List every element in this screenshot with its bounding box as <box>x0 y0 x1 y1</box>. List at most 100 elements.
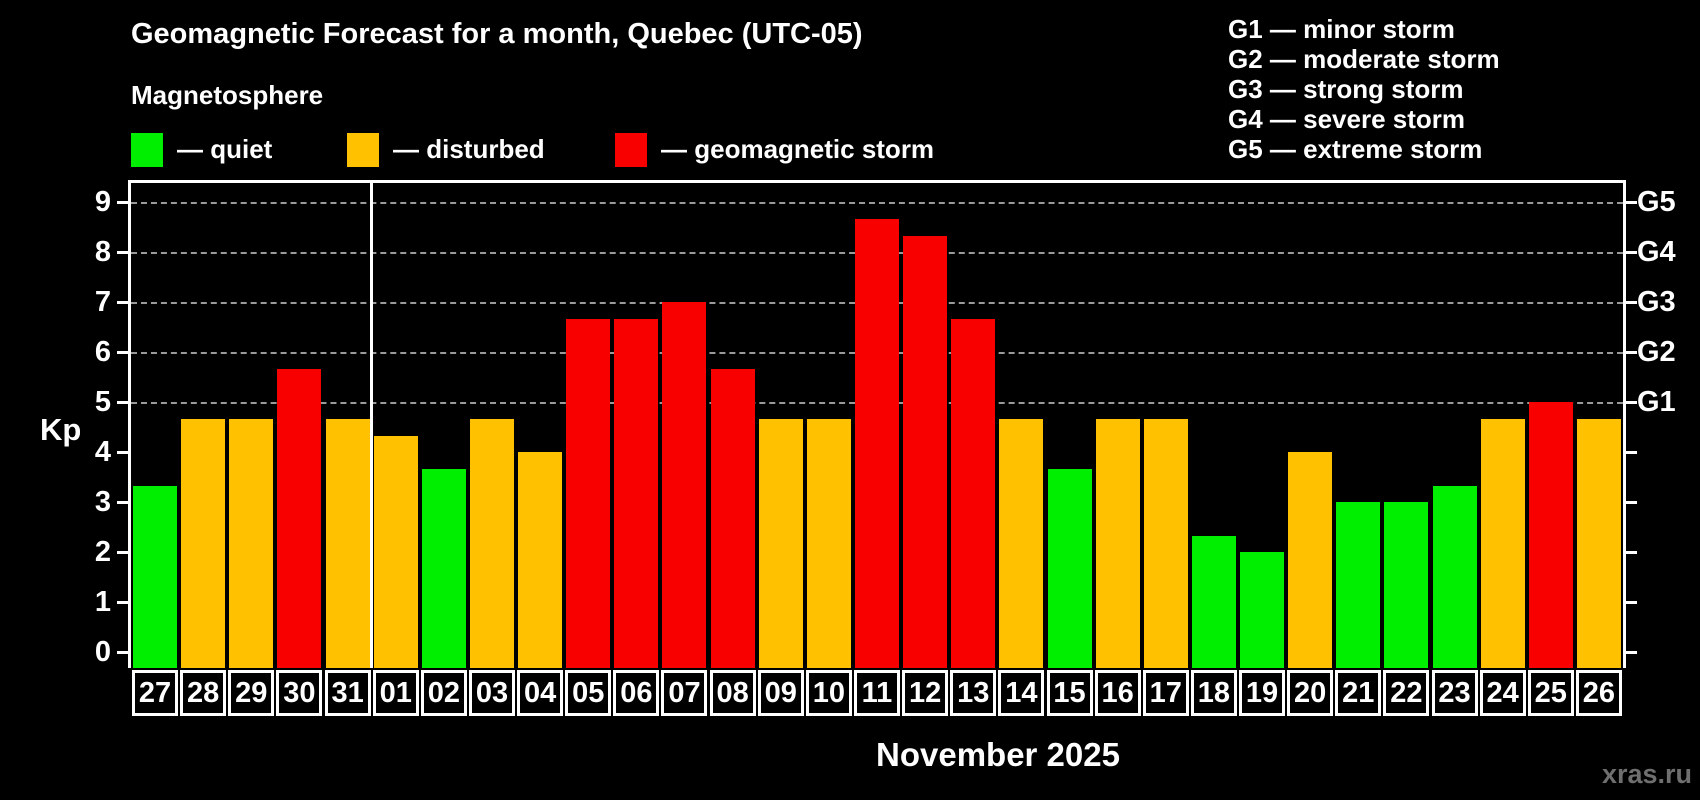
y-axis-label-1: 1 <box>94 586 111 618</box>
date-box-13: 13 <box>950 670 997 716</box>
bar-day-31 <box>325 418 370 668</box>
date-box-01: 01 <box>372 670 419 716</box>
month-separator-line <box>370 183 374 668</box>
legend-swatch-storm <box>615 133 647 167</box>
date-box-30: 30 <box>276 670 323 716</box>
y-axis-label-0: 0 <box>94 636 111 668</box>
y-axis-label-9: 9 <box>94 186 111 218</box>
y-axis-title: Kp <box>40 412 82 447</box>
legend-item-disturbed: — disturbed <box>347 131 677 169</box>
y-tick-left-2 <box>117 551 128 554</box>
date-box-04: 04 <box>517 670 564 716</box>
date-box-03: 03 <box>468 670 515 716</box>
date-box-31: 31 <box>324 670 371 716</box>
bar-day-11 <box>855 218 899 668</box>
date-box-23: 23 <box>1431 670 1478 716</box>
plot-border-right <box>1623 180 1626 668</box>
y-tick-right-9 <box>1626 201 1637 204</box>
g-legend-line-5: G5 — extreme storm <box>1228 134 1483 164</box>
y-tick-left-9 <box>117 201 128 204</box>
right-axis-label-g1: G1 <box>1637 386 1676 418</box>
y-axis-label-6: 6 <box>94 336 111 368</box>
bar-day-17 <box>1143 418 1188 668</box>
date-box-26: 26 <box>1575 670 1622 716</box>
y-tick-right-4 <box>1626 451 1637 454</box>
bar-day-14 <box>999 418 1044 668</box>
bar-day-05 <box>566 318 611 668</box>
bar-day-02 <box>421 468 466 668</box>
y-axis-label-7: 7 <box>94 286 111 318</box>
bar-day-01 <box>373 435 418 668</box>
legend-swatch-disturbed <box>347 133 379 167</box>
g-legend-line-4: G4 — severe storm <box>1228 104 1466 134</box>
bar-day-21 <box>1336 502 1381 668</box>
y-tick-right-2 <box>1626 551 1637 554</box>
bar-day-22 <box>1384 502 1429 668</box>
y-tick-right-7 <box>1626 301 1637 304</box>
date-box-06: 06 <box>613 670 660 716</box>
y-tick-left-7 <box>117 301 128 304</box>
date-box-24: 24 <box>1479 670 1526 716</box>
plot-area <box>128 180 1626 668</box>
bar-day-30 <box>277 368 322 668</box>
right-axis-label-g3: G3 <box>1637 286 1676 318</box>
date-box-17: 17 <box>1142 670 1189 716</box>
bar-day-18 <box>1191 535 1236 668</box>
y-tick-right-8 <box>1626 251 1637 254</box>
y-axis-label-2: 2 <box>94 536 111 568</box>
bar-day-25 <box>1528 402 1573 668</box>
date-box-29: 29 <box>228 670 275 716</box>
date-box-28: 28 <box>180 670 227 716</box>
legend-label-storm: — geomagnetic storm <box>661 134 935 164</box>
bar-day-27 <box>133 485 178 668</box>
date-box-27: 27 <box>132 670 179 716</box>
date-box-15: 15 <box>1046 670 1093 716</box>
right-axis-label-g4: G4 <box>1637 236 1676 268</box>
y-tick-right-6 <box>1626 351 1637 354</box>
y-axis-label-8: 8 <box>94 236 111 268</box>
y-tick-left-3 <box>117 501 128 504</box>
watermark: xras.ru <box>1601 759 1692 789</box>
month-label: November 2025 <box>876 736 1120 773</box>
g-legend-line-3: G3 — strong storm <box>1228 74 1464 104</box>
plot-border-top <box>128 180 1626 183</box>
g-scale-legend: G1 — minor storm G2 — moderate storm G3 — … <box>1228 14 1500 164</box>
bar-day-03 <box>469 418 514 668</box>
y-tick-left-5 <box>117 401 128 404</box>
date-box-12: 12 <box>902 670 949 716</box>
bar-day-08 <box>710 368 755 668</box>
g-legend-line-2: G2 — moderate storm <box>1228 44 1500 74</box>
date-box-21: 21 <box>1335 670 1382 716</box>
magnetosphere-subtitle: Magnetosphere <box>131 80 324 110</box>
legend-swatch-quiet <box>131 133 163 167</box>
date-box-08: 08 <box>709 670 756 716</box>
bar-day-16 <box>1095 418 1140 668</box>
plot-border-left <box>128 180 131 668</box>
bar-day-09 <box>758 418 803 668</box>
bar-day-26 <box>1576 418 1621 668</box>
g-legend-line-1: G1 — minor storm <box>1228 14 1455 44</box>
y-tick-left-6 <box>117 351 128 354</box>
bar-day-23 <box>1432 485 1477 668</box>
page-title: Geomagnetic Forecast for a month, Quebec… <box>131 18 863 50</box>
date-box-11: 11 <box>854 670 900 716</box>
date-box-14: 14 <box>998 670 1045 716</box>
bar-day-20 <box>1288 452 1333 668</box>
date-box-10: 10 <box>805 670 852 716</box>
date-box-07: 07 <box>661 670 708 716</box>
legend-label-disturbed: — disturbed <box>393 134 545 164</box>
date-box-02: 02 <box>420 670 467 716</box>
y-tick-left-4 <box>117 451 128 454</box>
bar-day-13 <box>951 318 996 668</box>
date-box-25: 25 <box>1527 670 1574 716</box>
y-tick-right-0 <box>1626 651 1637 654</box>
bar-day-29 <box>229 418 274 668</box>
date-box-09: 09 <box>757 670 804 716</box>
legend-label-quiet: — quiet <box>177 134 273 164</box>
y-tick-left-0 <box>117 651 128 654</box>
date-box-05: 05 <box>565 670 612 716</box>
y-tick-right-5 <box>1626 401 1637 404</box>
y-tick-right-3 <box>1626 501 1637 504</box>
bar-day-10 <box>806 418 851 668</box>
